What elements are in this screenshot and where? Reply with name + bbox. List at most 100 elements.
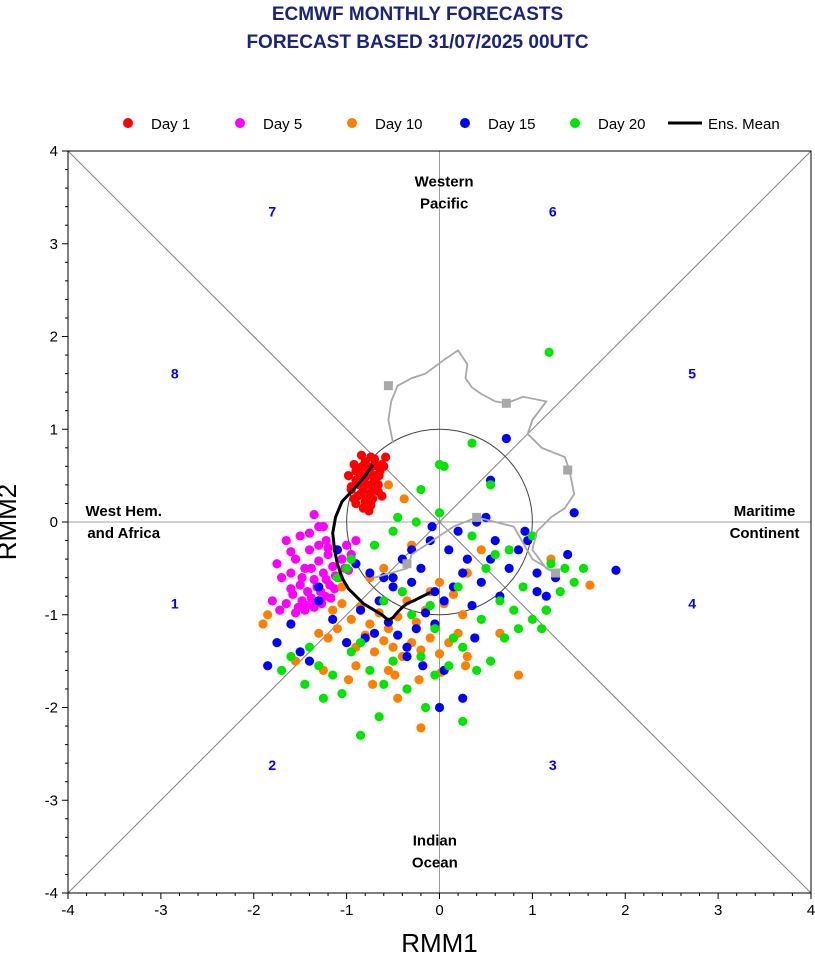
day-20-point [430,670,440,680]
day-20-point [537,624,547,634]
day-20-point [365,665,375,676]
phase-guides [67,150,812,894]
day-20-point [485,480,496,490]
day-5-point [314,540,324,550]
day-10-point [460,661,471,671]
day-15-point [342,637,352,648]
day-15-point [304,656,315,666]
day-10-point [425,633,435,643]
day-20-point [467,531,477,541]
day-20-point [458,642,468,652]
day-15-point [462,554,472,564]
day-20-point [544,347,554,357]
day-15-point [388,573,398,583]
day-10-point [416,723,426,733]
day-5-point [323,549,333,560]
phase-label: 4 [688,596,696,612]
day-20-point [346,647,356,657]
day-5-point [351,535,361,546]
phase-label: 8 [171,366,179,382]
chart-title-line-2: FORECAST BASED 31/07/2025 00UTC [246,32,589,53]
day-15-point [416,563,426,573]
day-20-point [379,596,389,606]
region-label-line: Ocean [412,854,458,871]
day-15-point [402,651,412,662]
day-20-point [416,651,426,662]
day-15-point [420,608,431,618]
day-15-point [263,661,273,671]
region-label-line: West Hem. [86,503,162,520]
day-20-point [388,526,398,536]
phase-label: 1 [171,596,179,612]
chart-title-line-1: ECMWF MONTHLY FORECASTS [271,4,564,25]
y-tick-label: -1 [45,607,58,624]
region-label: Indian Ocean [412,832,458,871]
x-tick-label: 4 [807,902,815,919]
day-15-point [513,545,524,555]
day-15-point [388,582,398,592]
day-1-point [358,503,368,513]
region-label-line: Pacific [420,196,468,213]
day-5-point [337,554,347,564]
day-15-point [504,563,514,573]
day-15-point [490,535,500,546]
day-1-point [369,454,380,464]
day-15-point [314,596,324,606]
day-15-point [418,661,428,671]
day-10-point [343,675,354,685]
legend-swatch-day-10 [347,118,357,128]
axes: -4 -3 -2 -1 0 1 2 3 4 -4 -3 -2 -1 0 1 2 3 4 RMM1 RMM2 [0,143,815,958]
day-20-point [555,586,565,597]
day-5-point [295,531,305,541]
day-5-point [281,535,291,546]
day-20-point [485,656,496,666]
day-15-point [427,522,437,532]
day-5-point [300,605,310,615]
y-axis-label: RMM2 [0,484,22,561]
day-15-point [520,526,530,536]
day-20-point [541,605,551,615]
day-10-point [314,628,324,638]
day-5-point [321,535,331,546]
day-20-point [388,656,398,666]
observed-marker [472,512,482,522]
day-1-point [343,471,354,481]
legend-label-day-1: Day 1 [151,116,190,133]
legend-label-ens-mean: Ens. Mean [708,116,780,133]
day-20-point [495,596,505,606]
legend-swatch-day-20 [570,118,580,128]
day-5-point [314,556,324,566]
day-10-point [434,649,445,659]
day-5-point [267,596,277,606]
y-tick-label: 2 [50,329,58,346]
y-tick-label: 1 [50,421,58,438]
legend-swatch-day-5 [235,118,245,128]
day-10-point [399,494,409,504]
ensemble-points [258,347,621,740]
day-10-point [351,661,361,671]
day-20-point [527,614,537,624]
observed-marker [563,465,573,475]
day-10-point [368,679,378,689]
day-15-point [430,586,440,597]
day-20-point [448,633,459,643]
day-20-point [397,586,407,597]
day-10-point [476,545,486,555]
day-10-point [263,610,273,620]
day-20-point [490,549,500,560]
day-20-point [509,605,519,615]
day-5-point [281,599,291,609]
x-axis-label: RMM1 [401,928,478,958]
day-5-point [342,540,352,550]
day-1-point [374,471,384,481]
y-tick-label: 0 [50,514,58,531]
region-label-line: Maritime [734,503,796,520]
legend: Day 1 Day 5 Day 10 Day 15 Day 20 Ens. Mean [123,116,780,133]
day-20-point [328,670,338,680]
region-label-line: Continent [730,525,800,542]
legend-label-day-10: Day 10 [375,116,423,133]
day-10-point [448,589,459,599]
day-20-point [513,624,524,634]
day-20-point [337,688,347,699]
trajectories [331,349,576,622]
